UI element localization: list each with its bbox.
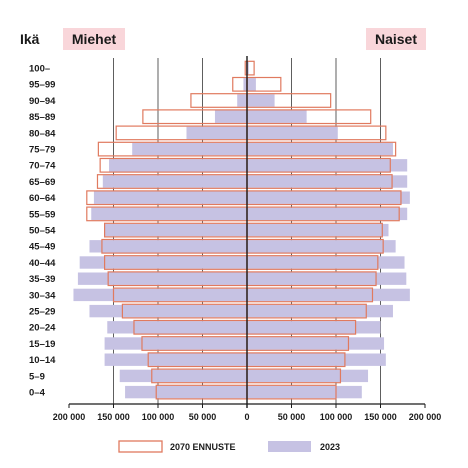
bar-2023-men — [186, 126, 247, 140]
bar-2023-women — [247, 369, 369, 383]
bar-2023-women — [247, 223, 389, 237]
age-group-label: 55–59 — [29, 209, 55, 220]
bar-2023-women — [247, 272, 407, 285]
bar-2023-women — [247, 353, 386, 366]
legend-label-2070: 2070 ENNUSTE — [170, 442, 236, 452]
x-tick-label: 150 000 — [364, 412, 397, 422]
bar-2023-men — [104, 353, 247, 366]
age-group-label: 90–94 — [29, 96, 56, 107]
age-group-label: 70–74 — [29, 161, 56, 172]
legend-label-2023: 2023 — [320, 442, 340, 452]
x-tick-label: 100 000 — [320, 412, 353, 422]
bar-2023-women — [247, 94, 275, 107]
x-tick-label: 150 000 — [97, 412, 130, 422]
bar-2023-men — [104, 337, 247, 350]
bar-2023-men — [132, 142, 247, 156]
legend-swatch-2070 — [118, 440, 163, 453]
bar-2023-women — [247, 288, 410, 302]
men-group-label: Miehet — [72, 31, 117, 47]
bar-2023-women — [247, 142, 393, 156]
bar-2023-women — [247, 321, 381, 334]
bar-2023-men — [89, 240, 247, 253]
bar-2023-men — [79, 256, 248, 269]
legend-swatch-2023 — [268, 441, 311, 452]
bar-2023-men — [125, 385, 247, 399]
bar-2023-men — [91, 207, 247, 221]
bar-2023-women — [247, 110, 307, 123]
bar-2023-men — [73, 288, 247, 302]
age-header-label: Ikä — [20, 31, 40, 47]
x-tick-labels: 200 000 150 000 100 000 50 000 0 50 000 100 00… — [53, 412, 442, 422]
bar-2023-men — [77, 272, 248, 285]
bar-2023-women — [247, 61, 249, 75]
age-group-labels: 100– 95–99 90–94 85–89 80–84 75–79 70–74 65–69 6… — [29, 64, 56, 399]
age-group-label: 0–4 — [29, 388, 46, 399]
bar-2023-men — [119, 369, 247, 383]
age-group-label: 80–84 — [29, 128, 56, 139]
age-group-label: 15–19 — [29, 339, 55, 350]
x-tick-label: 100 000 — [142, 412, 175, 422]
age-group-label: 20–24 — [29, 323, 56, 334]
bar-2023-women — [247, 337, 385, 350]
x-tick-label: 200 000 — [53, 412, 86, 422]
bar-2023-men — [109, 159, 247, 172]
axis — [68, 56, 426, 408]
bar-2023-women — [247, 191, 410, 204]
bar-2023-women — [247, 126, 338, 140]
age-group-label: 35–39 — [29, 274, 55, 285]
bar-2023-women — [247, 175, 408, 188]
bar-2023-men — [93, 191, 247, 204]
bar-2023-men — [104, 223, 247, 237]
bar-2023-men — [102, 175, 247, 188]
age-group-label: 100– — [29, 64, 50, 75]
bar-2023-women — [247, 240, 396, 253]
bar-2023-women — [247, 159, 408, 172]
legend: 2070 ENNUSTE 2023 — [118, 440, 340, 453]
age-group-label: 50–54 — [29, 226, 56, 237]
x-tick-label: 200 000 — [409, 412, 442, 422]
age-group-label: 10–14 — [29, 355, 56, 366]
bar-2023-women — [247, 304, 393, 318]
age-group-label: 5–9 — [29, 371, 45, 382]
x-tick-label: 50 000 — [278, 412, 306, 422]
age-group-label: 45–49 — [29, 242, 55, 253]
bar-2023-men — [243, 78, 247, 91]
bar-2023-men — [107, 321, 248, 334]
x-tick-label: 0 — [244, 412, 249, 422]
bar-2023-women — [247, 78, 256, 91]
men-group-box: Miehet — [63, 28, 125, 50]
x-tick-label: 50 000 — [189, 412, 217, 422]
bar-2023-men — [214, 110, 247, 123]
age-group-label: 25–29 — [29, 307, 55, 318]
age-group-label: 30–34 — [29, 290, 56, 301]
bar-2023-women — [247, 385, 362, 399]
women-group-box: Naiset — [366, 28, 426, 50]
bar-2023-women — [247, 256, 405, 269]
age-group-label: 65–69 — [29, 177, 55, 188]
age-group-label: 40–44 — [29, 258, 56, 269]
age-group-label: 85–89 — [29, 112, 55, 123]
bar-2023-men — [89, 304, 247, 318]
bar-2023-women — [247, 207, 408, 221]
age-group-label: 75–79 — [29, 145, 55, 156]
series-2023-bars — [73, 61, 410, 399]
bar-2023-men — [237, 94, 247, 107]
age-group-label: 60–64 — [29, 193, 56, 204]
age-group-label: 95–99 — [29, 80, 55, 91]
women-group-label: Naiset — [375, 31, 417, 47]
